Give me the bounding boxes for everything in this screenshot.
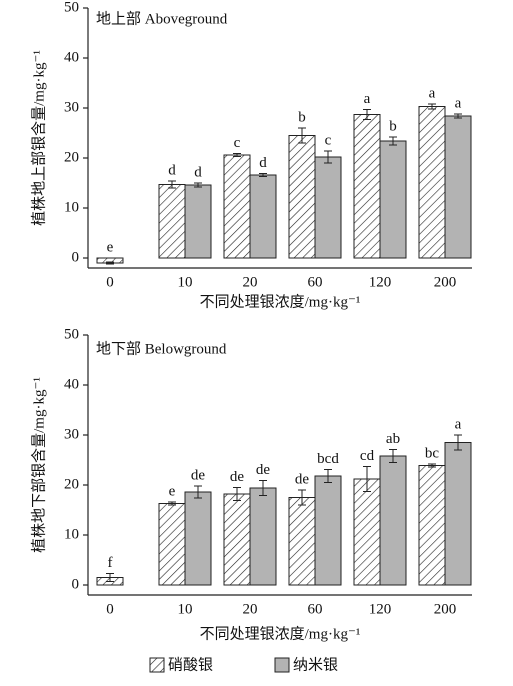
significance-letter: bcd (317, 451, 339, 467)
significance-letter: f (108, 555, 113, 571)
error-bar (233, 153, 241, 157)
x-tick-label: 60 (308, 601, 323, 617)
legend-swatch (274, 657, 290, 673)
error-bar (389, 449, 397, 463)
bar (249, 174, 277, 259)
y-axis-title: 植株地上部银含量/mg·kg⁻¹ (30, 50, 47, 226)
significance-letter: d (194, 164, 202, 180)
bar (353, 478, 381, 586)
bar (379, 140, 407, 259)
bar (158, 503, 186, 586)
significance-letter: a (429, 85, 436, 101)
bar (314, 475, 342, 586)
error-bar (324, 469, 332, 483)
significance-letter: a (364, 91, 371, 107)
bar (418, 106, 446, 259)
x-tick-label: 120 (369, 274, 392, 290)
x-tick-label: 20 (243, 601, 258, 617)
error-bar (233, 487, 241, 501)
significance-letter: b (389, 118, 397, 134)
error-bar (194, 182, 202, 188)
error-bar (428, 103, 436, 110)
bar (249, 487, 277, 586)
y-tick-label: 30 (64, 426, 79, 442)
significance-letter: e (169, 483, 176, 499)
x-axis-title: 不同处理银浓度/mg·kg⁻¹ (200, 293, 361, 310)
bar (353, 114, 381, 259)
x-tick-label: 10 (178, 601, 193, 617)
error-bar (363, 109, 371, 120)
x-tick-label: 10 (178, 274, 193, 290)
bar (288, 497, 316, 586)
y-tick-label: 20 (64, 149, 79, 165)
x-axis-title: 不同处理银浓度/mg·kg⁻¹ (200, 625, 361, 642)
y-tick-label: 40 (64, 376, 79, 392)
significance-letter: de (295, 471, 310, 487)
panel-title: 地下部 Belowground (96, 340, 227, 357)
significance-letter: ab (386, 431, 400, 447)
error-bar (194, 485, 202, 499)
x-tick-label: 60 (308, 274, 323, 290)
x-tick-label: 120 (369, 601, 392, 617)
y-tick-label: 50 (64, 0, 79, 15)
significance-letter: de (256, 462, 271, 478)
panel-title: 地上部 Aboveground (96, 10, 228, 27)
significance-letter: c (234, 135, 241, 151)
significance-letter: de (230, 469, 245, 485)
significance-letter: a (455, 416, 462, 432)
error-bar (389, 136, 397, 146)
x-tick-label: 200 (434, 274, 457, 290)
bar (379, 455, 407, 586)
y-tick-label: 50 (64, 326, 79, 342)
y-tick-label: 30 (64, 99, 79, 115)
y-tick-label: 0 (72, 576, 80, 592)
significance-letter: b (298, 109, 306, 125)
bar (158, 184, 186, 259)
y-tick-label: 10 (64, 526, 79, 542)
significance-letter: e (107, 239, 114, 255)
bar (184, 184, 212, 259)
error-bar (428, 463, 436, 468)
legend-swatch (149, 657, 165, 673)
significance-letter: a (455, 95, 462, 111)
legend-label: 纳米银 (293, 656, 338, 673)
error-bar (298, 489, 306, 506)
error-bar (298, 127, 306, 144)
x-tick-label: 0 (106, 274, 114, 290)
error-bar (106, 573, 114, 582)
bar (223, 493, 251, 586)
significance-letter: d (259, 155, 267, 171)
y-tick-label: 20 (64, 476, 79, 492)
significance-letter: bc (425, 445, 440, 461)
significance-letter: c (325, 132, 332, 148)
y-tick-label: 0 (72, 249, 80, 265)
error-bar (168, 501, 176, 506)
error-bar (454, 434, 462, 451)
x-tick-label: 0 (106, 601, 114, 617)
error-bar (168, 180, 176, 189)
significance-letter: cd (360, 448, 375, 464)
y-tick-label: 10 (64, 199, 79, 215)
bar (444, 115, 472, 259)
error-bar (259, 173, 267, 177)
x-tick-label: 200 (434, 601, 457, 617)
error-bar (363, 466, 371, 492)
bar (418, 465, 446, 586)
bar (223, 154, 251, 259)
bar (288, 135, 316, 259)
significance-letter: d (168, 162, 176, 178)
bar (444, 442, 472, 586)
error-bar (106, 261, 114, 265)
bar (184, 491, 212, 586)
y-tick-label: 40 (64, 49, 79, 65)
significance-letter: de (191, 467, 206, 483)
error-bar (259, 480, 267, 496)
bar (314, 156, 342, 259)
error-bar (324, 150, 332, 164)
y-axis-title: 植株地下部银含量/mg·kg⁻¹ (30, 377, 47, 553)
x-tick-label: 20 (243, 274, 258, 290)
legend-label: 硝酸银 (168, 656, 213, 673)
error-bar (454, 113, 462, 119)
